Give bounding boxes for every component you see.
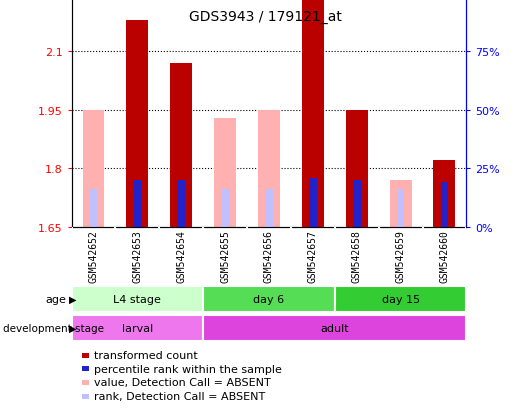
Text: GDS3943 / 179121_at: GDS3943 / 179121_at — [189, 10, 341, 24]
Bar — [134, 180, 141, 227]
Bar — [221, 190, 229, 227]
Bar — [309, 178, 317, 227]
Bar — [302, 0, 324, 227]
Text: day 15: day 15 — [382, 294, 420, 304]
Text: age: age — [46, 294, 66, 304]
Text: GSM542657: GSM542657 — [308, 230, 318, 282]
Bar — [258, 111, 280, 227]
Bar — [83, 111, 104, 227]
Text: GSM542654: GSM542654 — [176, 230, 186, 282]
Text: GSM542658: GSM542658 — [352, 230, 361, 282]
Bar — [353, 180, 360, 227]
Bar — [397, 190, 404, 227]
Bar — [203, 286, 335, 312]
Bar — [346, 111, 368, 227]
Text: rank, Detection Call = ABSENT: rank, Detection Call = ABSENT — [94, 391, 265, 401]
Bar — [170, 64, 192, 227]
Bar — [434, 161, 455, 227]
Bar — [214, 118, 236, 227]
Bar — [72, 315, 203, 341]
Text: ▶: ▶ — [69, 323, 76, 333]
Text: transformed count: transformed count — [94, 350, 198, 360]
Bar — [440, 183, 448, 227]
Text: value, Detection Call = ABSENT: value, Detection Call = ABSENT — [94, 377, 270, 387]
Bar — [72, 286, 203, 312]
Bar — [203, 315, 466, 341]
Text: L4 stage: L4 stage — [113, 294, 161, 304]
Bar — [335, 286, 466, 312]
Text: adult: adult — [321, 323, 349, 333]
Text: larval: larval — [122, 323, 153, 333]
Text: GSM542660: GSM542660 — [439, 230, 449, 282]
Bar — [265, 190, 273, 227]
Text: day 6: day 6 — [253, 294, 285, 304]
Bar — [390, 180, 412, 227]
Text: GSM542655: GSM542655 — [220, 230, 230, 282]
Text: GSM542656: GSM542656 — [264, 230, 274, 282]
Text: GSM542659: GSM542659 — [395, 230, 405, 282]
Text: percentile rank within the sample: percentile rank within the sample — [94, 364, 281, 374]
Text: development stage: development stage — [3, 323, 104, 333]
Text: ▶: ▶ — [69, 294, 76, 304]
Text: GSM542652: GSM542652 — [89, 230, 99, 282]
Bar — [90, 190, 98, 227]
Bar — [178, 180, 185, 227]
Bar — [126, 21, 148, 227]
Text: GSM542653: GSM542653 — [132, 230, 143, 282]
